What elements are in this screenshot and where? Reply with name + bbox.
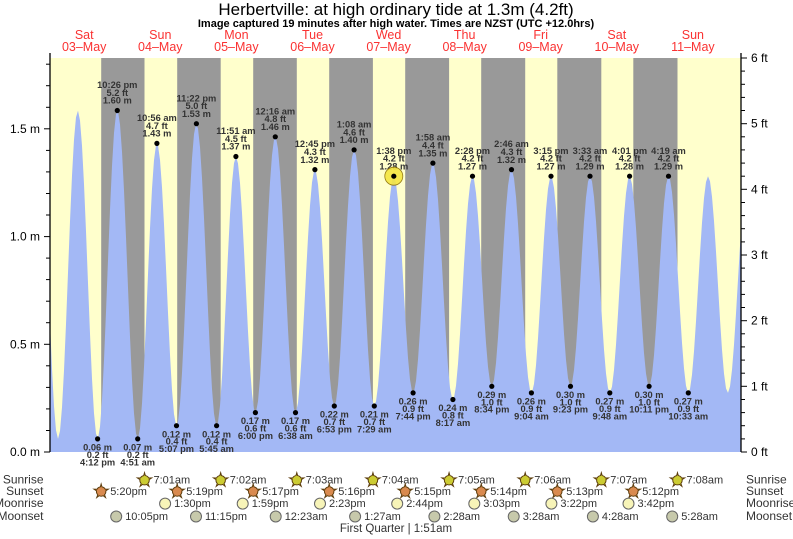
svg-text:5:15pm: 5:15pm [414,486,451,498]
svg-text:4:12 pm: 4:12 pm [80,457,115,467]
svg-text:7:05am: 7:05am [458,475,495,487]
svg-text:1.46 m: 1.46 m [261,122,290,132]
svg-text:1.40 m: 1.40 m [340,135,369,145]
svg-text:7:01am: 7:01am [154,475,191,487]
svg-text:1.5 m: 1.5 m [10,122,40,136]
svg-text:1.29 m: 1.29 m [576,161,605,171]
svg-text:3:42pm: 3:42pm [638,498,675,510]
svg-text:10:05pm: 10:05pm [125,511,168,523]
svg-text:5:20pm: 5:20pm [110,486,147,498]
svg-text:2:28am: 2:28am [443,511,480,523]
svg-text:3:22pm: 3:22pm [560,498,597,510]
svg-text:7:08am: 7:08am [687,475,724,487]
svg-text:First Quarter | 1:51am: First Quarter | 1:51am [340,523,452,535]
svg-text:2 ft: 2 ft [751,314,768,328]
svg-text:4:51 am: 4:51 am [120,457,155,467]
svg-text:Moonrise: Moonrise [746,496,793,510]
svg-text:10–May: 10–May [595,40,640,54]
svg-text:1:30pm: 1:30pm [174,498,211,510]
svg-text:7:04am: 7:04am [382,475,419,487]
svg-text:7:06am: 7:06am [534,475,571,487]
svg-text:10:33 am: 10:33 am [668,411,708,421]
svg-text:1 ft: 1 ft [751,379,768,393]
svg-text:5:13pm: 5:13pm [566,486,603,498]
svg-text:4 ft: 4 ft [751,182,768,196]
svg-text:3:28am: 3:28am [523,511,560,523]
svg-text:1:27am: 1:27am [364,511,401,523]
svg-text:5:14pm: 5:14pm [490,486,527,498]
svg-text:1.29 m: 1.29 m [654,161,683,171]
svg-text:1.32 m: 1.32 m [300,155,329,165]
svg-text:5:19pm: 5:19pm [186,486,223,498]
svg-text:1:59pm: 1:59pm [252,498,289,510]
svg-text:3:03pm: 3:03pm [483,498,520,510]
svg-text:6:53 pm: 6:53 pm [317,424,352,434]
svg-text:Moonset: Moonset [746,509,793,523]
svg-text:3 ft: 3 ft [751,248,768,262]
svg-text:6:00 pm: 6:00 pm [238,431,273,441]
svg-text:07–May: 07–May [366,40,411,54]
svg-text:06–May: 06–May [290,40,335,54]
svg-text:5 ft: 5 ft [751,117,768,131]
svg-text:9:04 am: 9:04 am [514,411,549,421]
svg-text:2:44pm: 2:44pm [406,498,443,510]
svg-text:04–May: 04–May [138,40,183,54]
svg-text:9:23 pm: 9:23 pm [553,405,588,415]
svg-text:1.27 m: 1.27 m [537,161,566,171]
svg-text:0.0 m: 0.0 m [10,445,40,459]
svg-text:5:12pm: 5:12pm [642,486,679,498]
svg-text:Herbertville: at high ordinar: Herbertville: at high ordinary tide at 1… [218,0,573,19]
svg-text:11–May: 11–May [671,40,715,54]
svg-text:7:44 pm: 7:44 pm [396,411,431,421]
svg-text:7:07am: 7:07am [610,475,647,487]
svg-text:0.5 m: 0.5 m [10,337,40,351]
svg-text:05–May: 05–May [214,40,259,54]
svg-text:1.53 m: 1.53 m [182,109,211,119]
svg-text:7:03am: 7:03am [306,475,343,487]
svg-text:08–May: 08–May [442,40,487,54]
svg-text:6 ft: 6 ft [751,51,768,65]
svg-text:5:07 pm: 5:07 pm [159,444,194,454]
svg-text:1.43 m: 1.43 m [142,129,171,139]
svg-text:09–May: 09–May [518,40,563,54]
svg-text:Moonrise: Moonrise [0,496,44,510]
svg-text:4:28am: 4:28am [602,511,639,523]
svg-text:1.32 m: 1.32 m [497,155,526,165]
svg-text:7:02am: 7:02am [230,475,267,487]
svg-text:5:16pm: 5:16pm [338,486,375,498]
svg-text:1.35 m: 1.35 m [418,148,447,158]
svg-text:5:45 am: 5:45 am [199,444,234,454]
svg-text:9:48 am: 9:48 am [592,411,627,421]
svg-text:7:29 am: 7:29 am [357,424,392,434]
svg-text:5:17pm: 5:17pm [262,486,299,498]
svg-text:1.27 m: 1.27 m [458,161,487,171]
svg-text:11:15pm: 11:15pm [205,511,247,523]
svg-text:10:11 pm: 10:11 pm [629,405,669,415]
svg-text:0 ft: 0 ft [751,445,768,459]
svg-text:12:23am: 12:23am [285,511,328,523]
svg-text:03–May: 03–May [62,40,107,54]
svg-text:1.60 m: 1.60 m [103,96,132,106]
svg-text:1.0 m: 1.0 m [10,230,40,244]
svg-text:8:17 am: 8:17 am [436,418,471,428]
svg-text:2:23pm: 2:23pm [329,498,366,510]
svg-text:5:28am: 5:28am [681,511,718,523]
svg-text:6:38 am: 6:38 am [278,431,313,441]
svg-text:1.28 m: 1.28 m [615,161,644,171]
svg-text:Moonset: Moonset [0,509,44,523]
svg-text:8:34 pm: 8:34 pm [474,405,509,415]
svg-text:1.37 m: 1.37 m [221,142,250,152]
